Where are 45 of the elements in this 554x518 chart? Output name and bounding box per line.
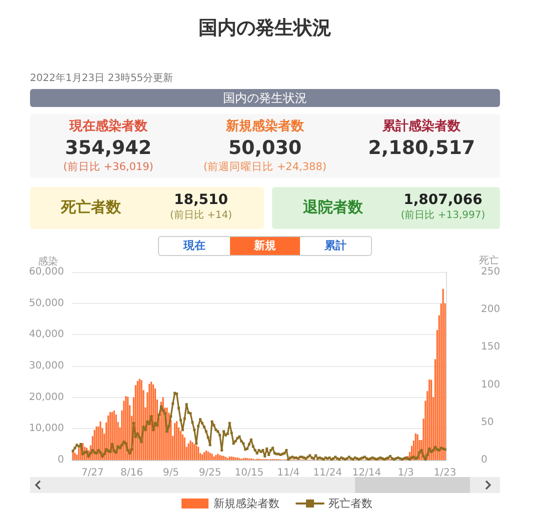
y-tick-label: 20,000 bbox=[29, 392, 64, 403]
category-label: 新規感染者数 bbox=[224, 119, 305, 135]
y-tick-label: 50,000 bbox=[29, 298, 64, 309]
y-tick-label: 30,000 bbox=[29, 360, 64, 372]
legend-label: 死亡者数 bbox=[328, 497, 372, 510]
x-tick-label: 7/27 bbox=[81, 468, 104, 478]
text: 50,030 bbox=[228, 137, 302, 159]
x-tick-label: 10/15 bbox=[234, 468, 264, 478]
tab-bar: 現在 新規 累計 bbox=[158, 236, 372, 256]
text: (前日比 +36,019) bbox=[62, 160, 154, 174]
y-tick-label: 40,000 bbox=[29, 329, 64, 340]
y-tick-label: 60,000 bbox=[29, 266, 64, 278]
text: 2,180,517 bbox=[368, 137, 476, 159]
legend-label: 新規感染者数 bbox=[214, 497, 280, 510]
x-tick-label: 1/3 bbox=[398, 468, 414, 478]
text: 354,942 bbox=[65, 137, 152, 159]
text: (前日比 +13,997) bbox=[400, 209, 486, 223]
x-tick-label: 12/14 bbox=[352, 468, 382, 478]
y2-tick-label: 150 bbox=[481, 342, 500, 353]
text: 18,510 bbox=[174, 192, 228, 208]
text: 1,807,066 bbox=[404, 192, 482, 208]
text: 国内の発生状況 bbox=[198, 16, 332, 40]
y2-axis-title: 死亡 bbox=[479, 254, 499, 266]
x-tick-label: 8/16 bbox=[120, 468, 143, 478]
y2-tick-label: 0 bbox=[481, 454, 488, 466]
y2-tick-label: 200 bbox=[481, 304, 500, 316]
category-label: 累計感染者数 bbox=[382, 119, 462, 135]
x-tick-label: 11/24 bbox=[313, 468, 342, 478]
x-tick-label: 1/23 bbox=[434, 468, 456, 478]
y2-tick-label: 50 bbox=[481, 416, 494, 428]
banner: 国内の発生状況 bbox=[30, 89, 500, 107]
x-tick-label: 9/25 bbox=[198, 468, 222, 478]
x-tick-label: 11/4 bbox=[277, 468, 300, 478]
category-label: 死亡者数 bbox=[60, 197, 122, 217]
y2-tick-label: 250 bbox=[481, 266, 500, 278]
text: 2022年1月23日 23時55分更新 bbox=[30, 72, 174, 85]
y-tick-label: 10,000 bbox=[29, 423, 64, 434]
category-label: 退院者数 bbox=[302, 197, 364, 217]
y-axis-title: 感染 bbox=[38, 256, 58, 268]
text: (前日比 +14) bbox=[168, 209, 234, 223]
y2-tick-label: 100 bbox=[481, 379, 500, 390]
y-tick-label: 0 bbox=[58, 454, 64, 466]
x-tick-label: 9/5 bbox=[162, 468, 179, 478]
text: (前週同曜日比 +24,388) bbox=[202, 160, 328, 174]
category-label: 現在感染者数 bbox=[68, 119, 148, 135]
